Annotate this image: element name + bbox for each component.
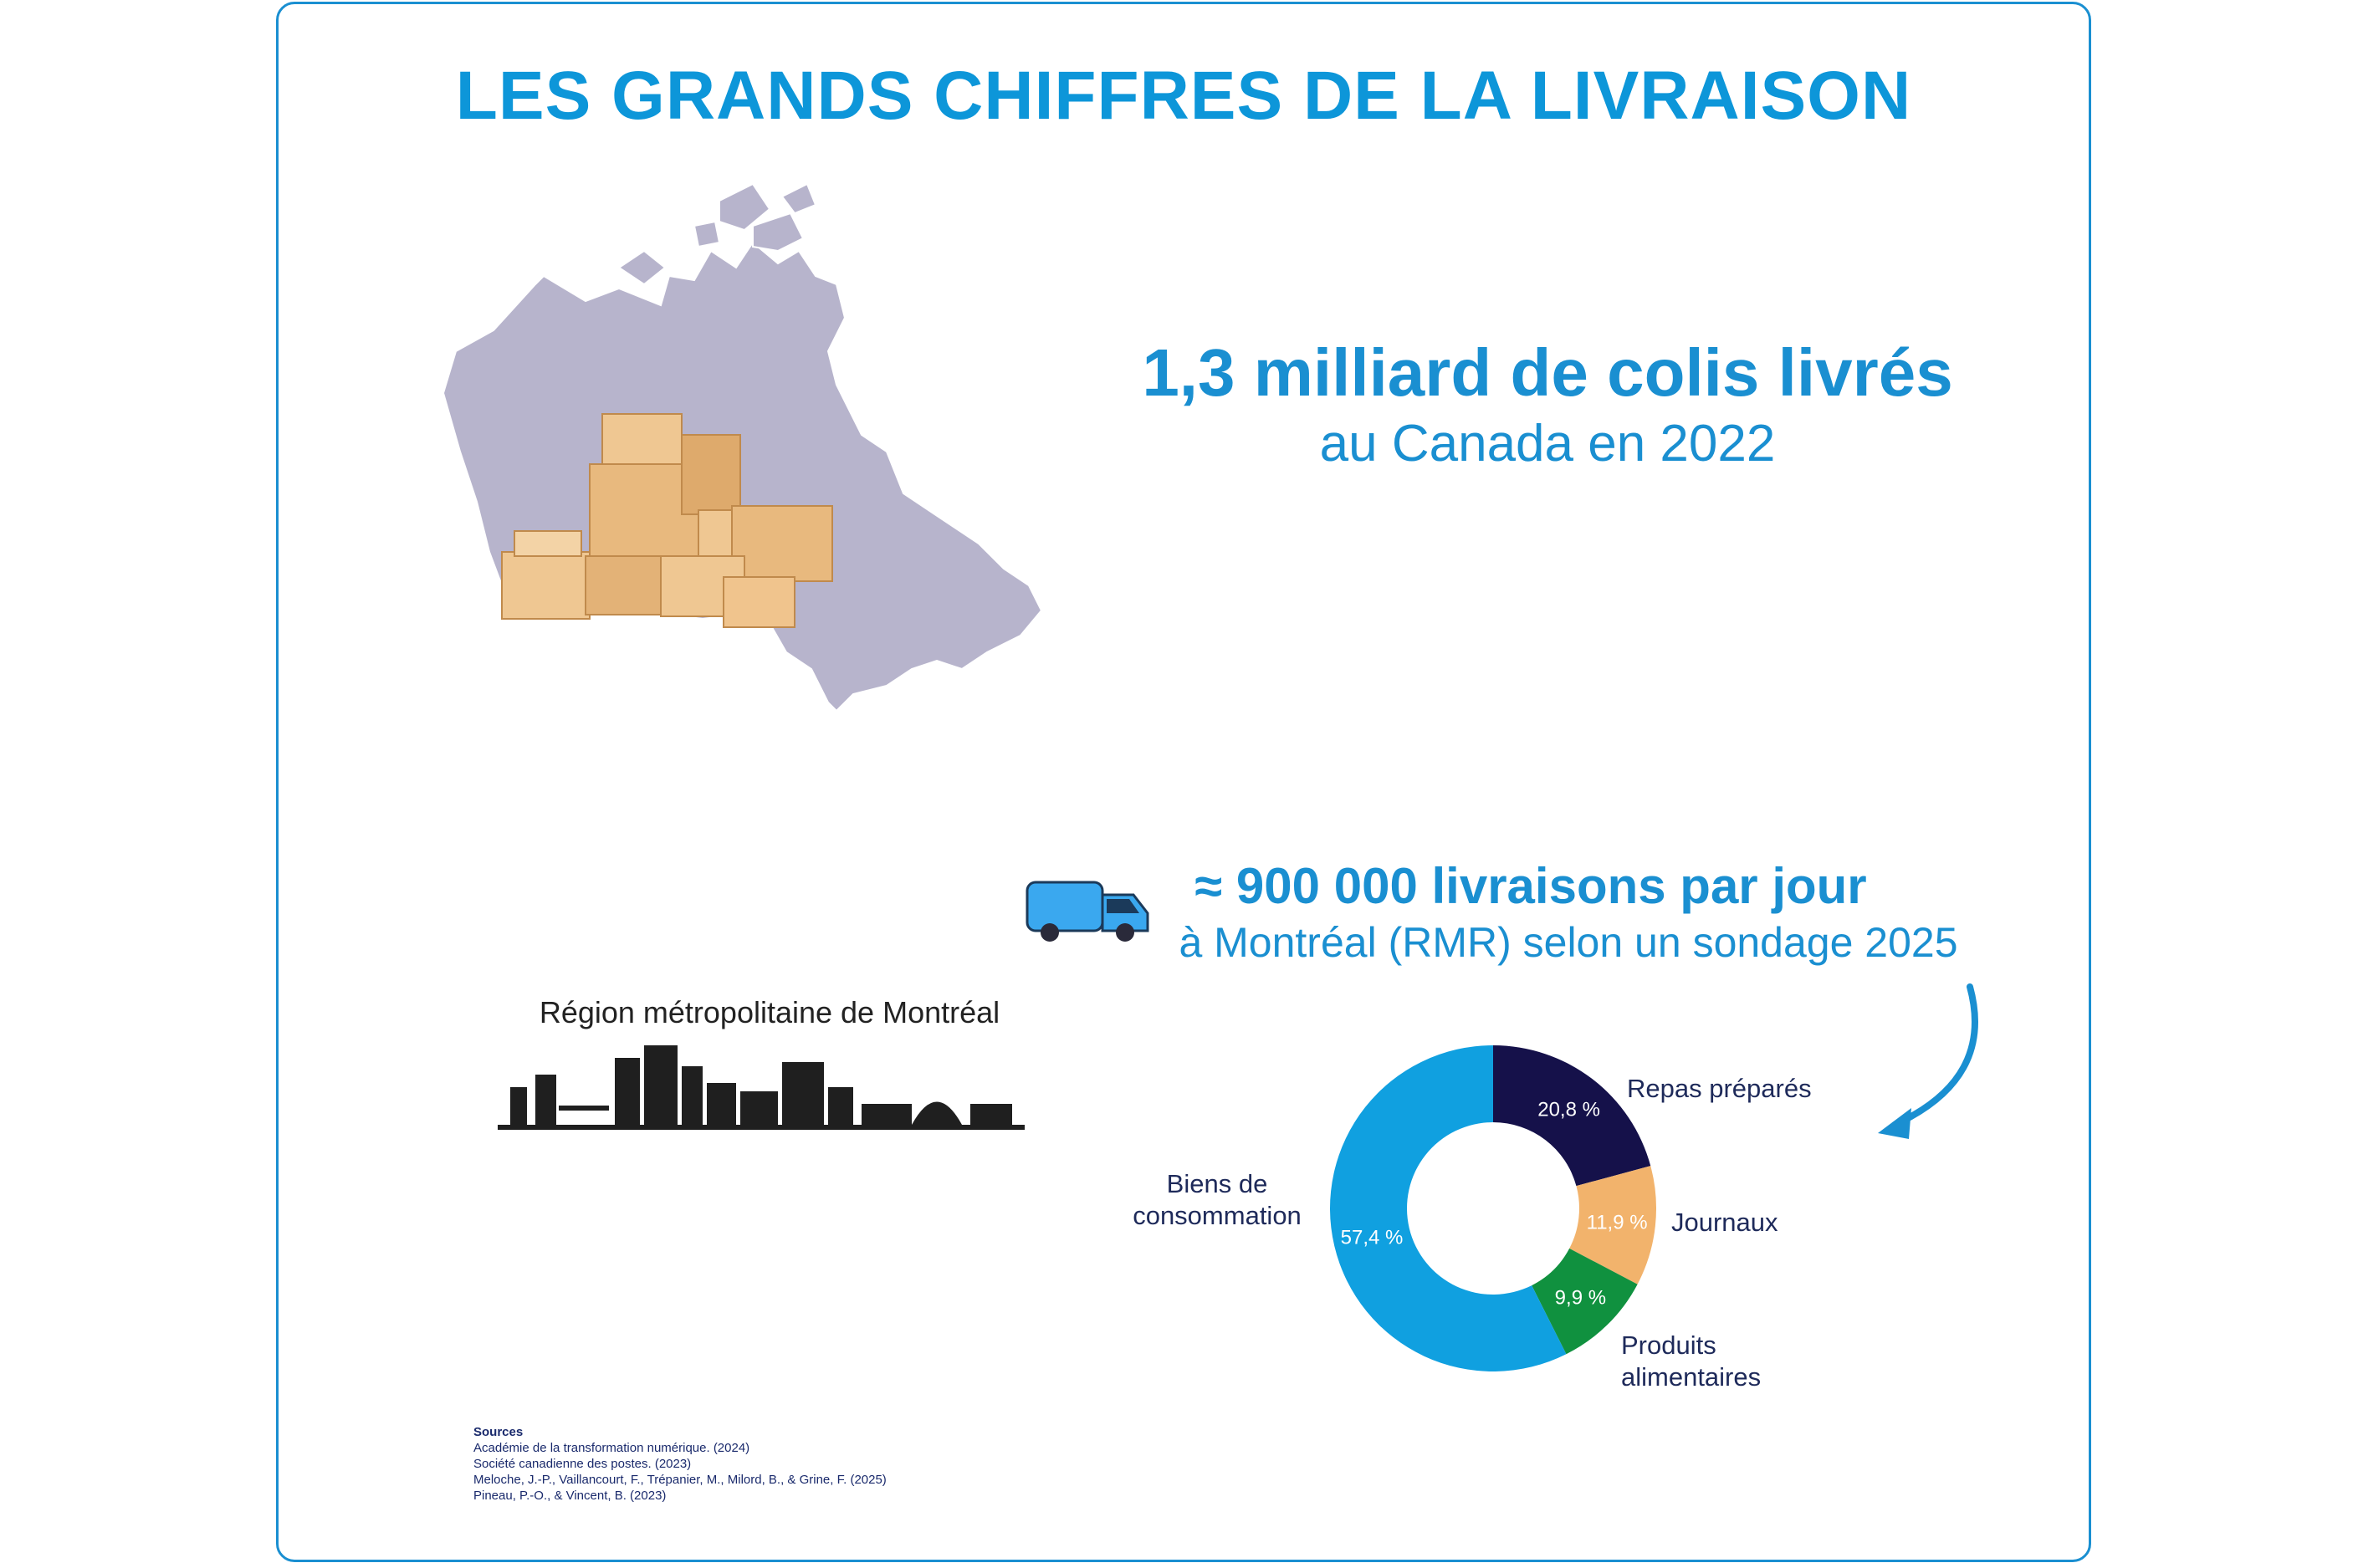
legend-label-journaux: Journaux <box>1671 1208 1778 1237</box>
legend-label-biens: Biens de consommation <box>1133 1169 1302 1230</box>
montreal-region-label: Région métropolitaine de Montréal <box>539 995 1000 1029</box>
stat-canada-headline: 1,3 milliard de colis livrés <box>1142 335 1953 410</box>
source-item: Académie de la transformation numérique.… <box>473 1441 750 1455</box>
source-item: Pineau, P.-O., & Vincent, B. (2023) <box>473 1489 667 1503</box>
page-title: LES GRANDS CHIFFRES DE LA LIVRAISON <box>455 58 1912 134</box>
infographic-frame <box>276 2 2091 1562</box>
source-item: Société canadienne des postes. (2023) <box>473 1457 692 1471</box>
stat-montreal-sub: à Montréal (RMR) selon un sondage 2025 <box>1179 919 1958 966</box>
legend-label-produits: Produits alimentaires <box>1621 1331 1762 1392</box>
stat-montreal-headline: ≈ 900 000 livraisons par jour <box>1194 858 1867 914</box>
legend-label-repas: Repas préparés <box>1627 1074 1812 1103</box>
sources-heading: Sources <box>473 1425 524 1439</box>
sources-block: Sources Académie de la transformation nu… <box>473 1424 887 1504</box>
stat-canada-sub: au Canada en 2022 <box>1319 415 1776 472</box>
source-item: Meloche, J.-P., Vaillancourt, F., Trépan… <box>473 1473 887 1487</box>
